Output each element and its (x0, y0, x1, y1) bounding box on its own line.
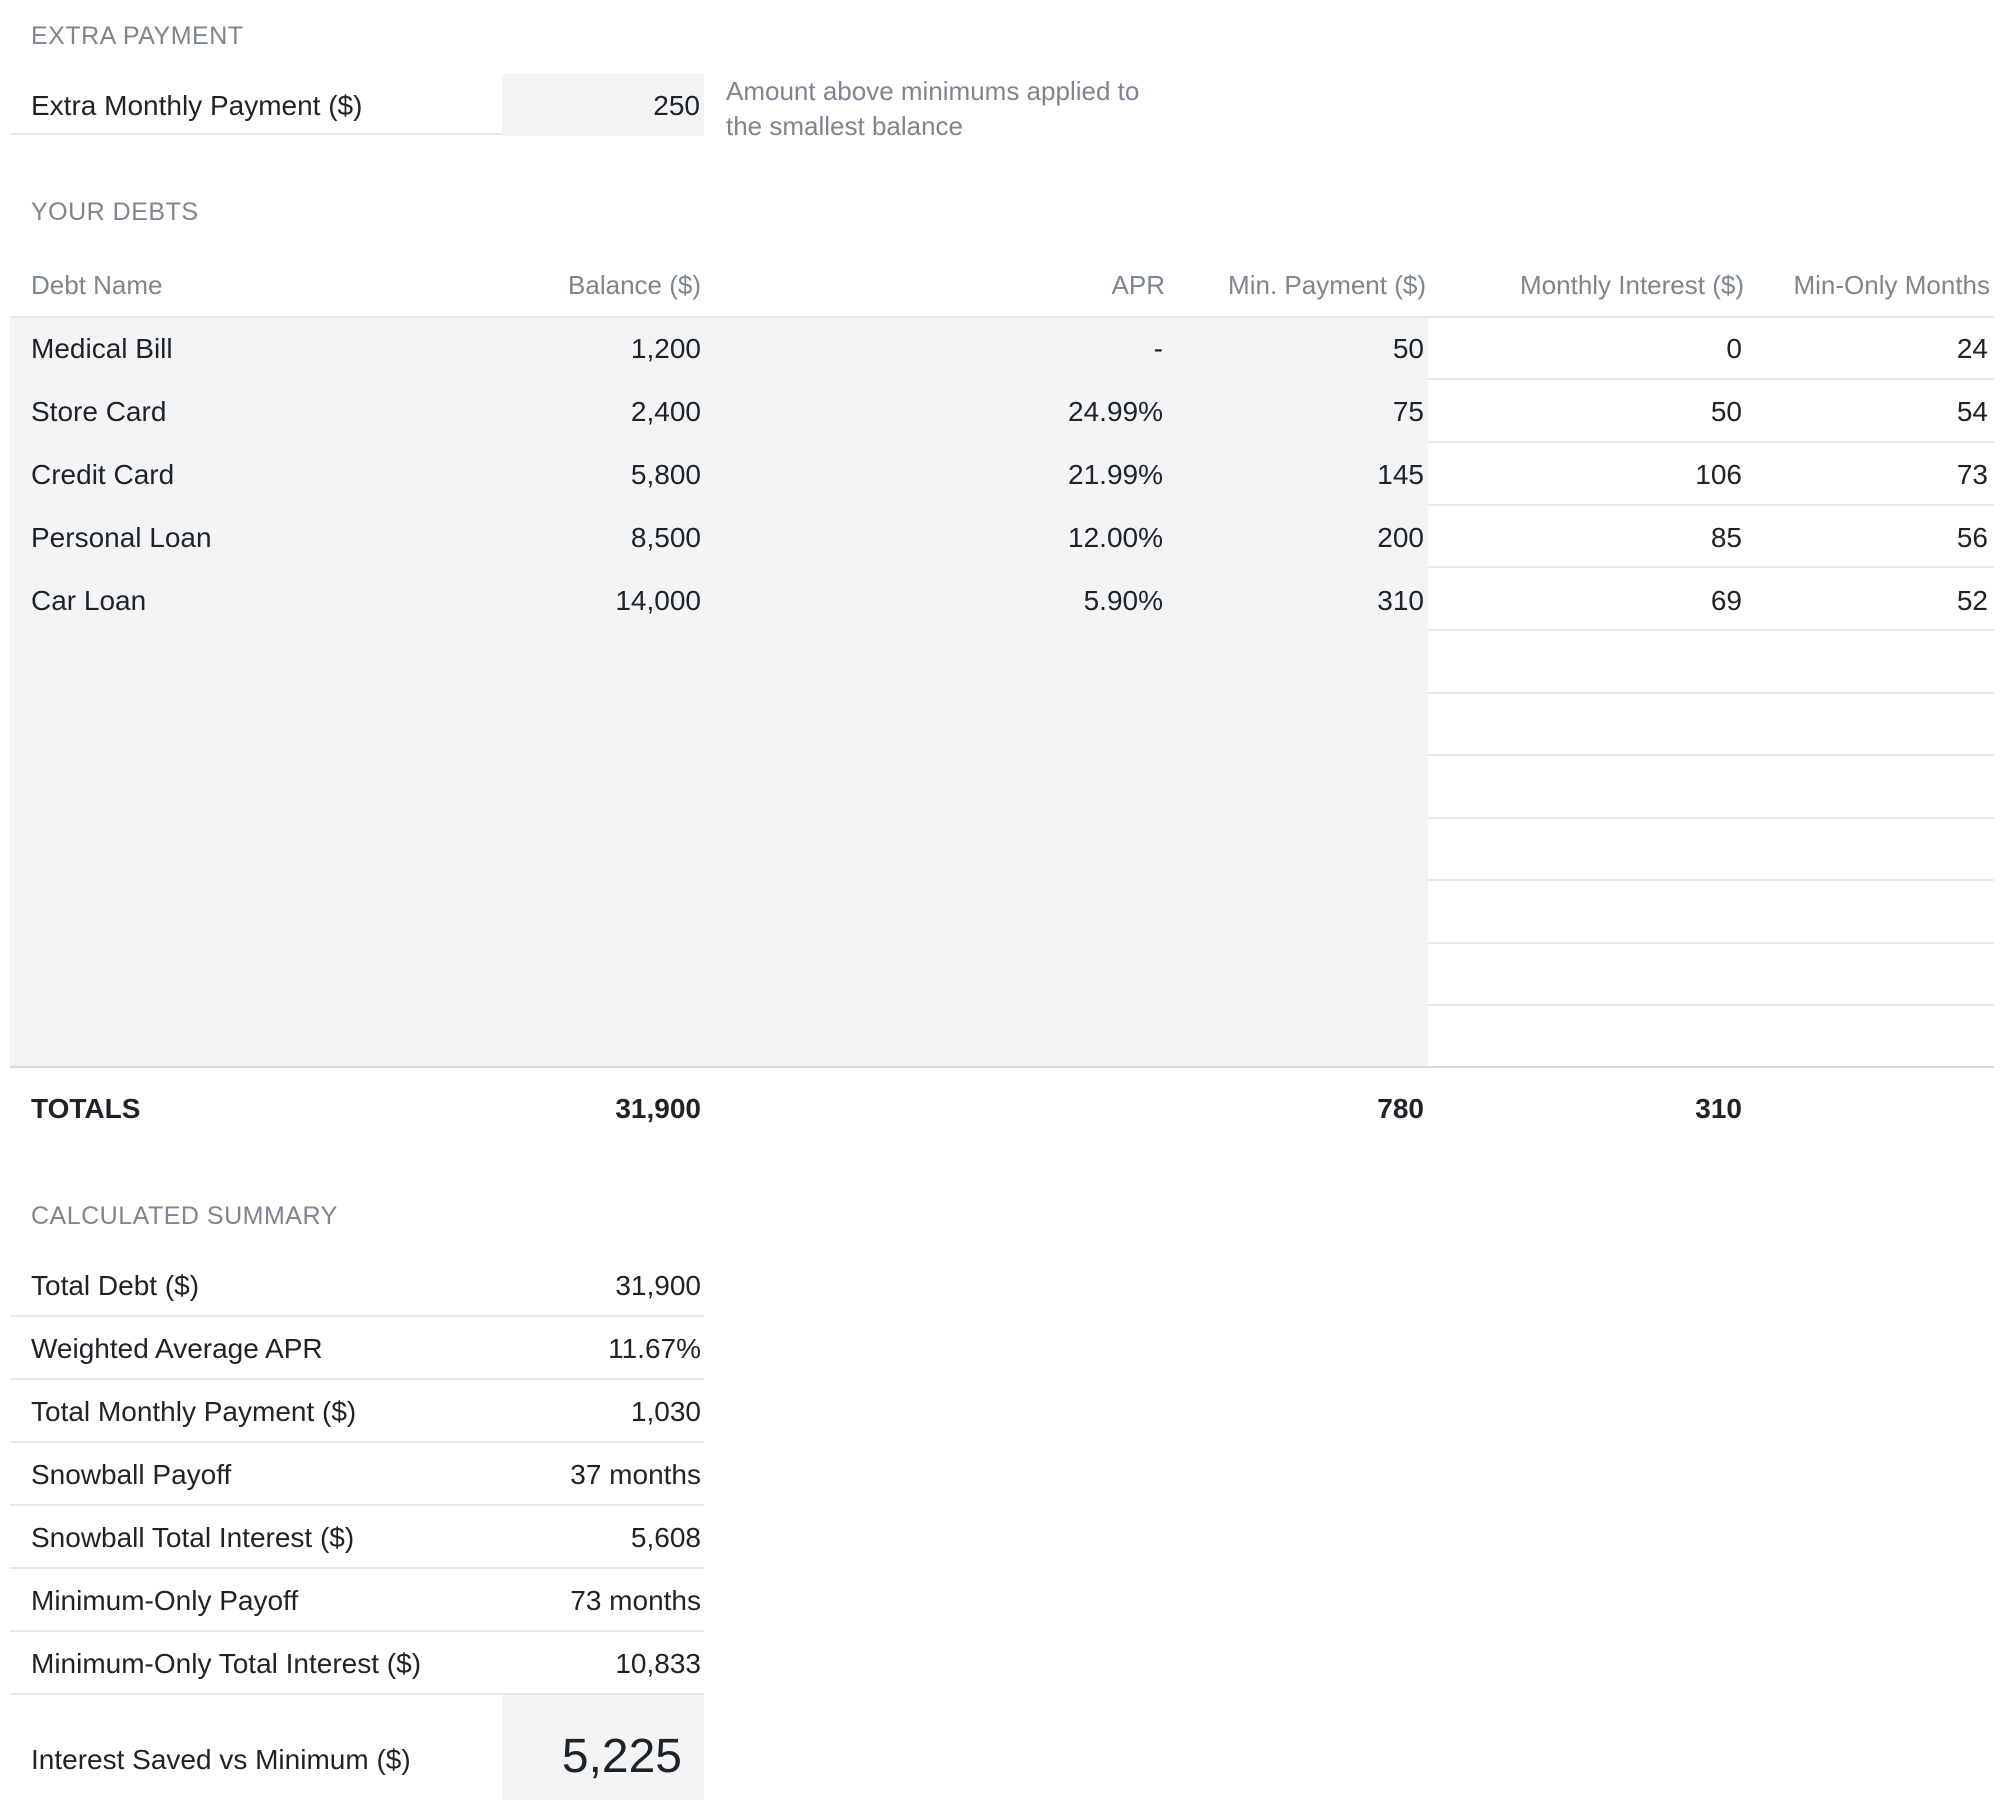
header-min-only-months: Min-Only Months (1793, 270, 1991, 300)
extra-payment-label: Extra Monthly Payment ($) (31, 90, 363, 121)
row-separator (1428, 378, 1994, 380)
debt-name[interactable]: Medical Bill (31, 333, 173, 364)
row-separator (1428, 817, 1994, 819)
debt-name[interactable]: Store Card (31, 396, 167, 427)
summary-value: 1,030 (630, 1396, 701, 1427)
debt-apr[interactable]: 12.00% (1068, 522, 1163, 553)
header-min-payment: Min. Payment ($) (1228, 270, 1426, 300)
summary-divider (10, 1504, 704, 1506)
debt-name[interactable]: Personal Loan (31, 522, 212, 553)
summary-label: Minimum-Only Payoff (31, 1585, 299, 1616)
debt-input-area[interactable] (10, 318, 1428, 1066)
debt-min-payment[interactable]: 50 (1392, 333, 1424, 364)
row-separator (1428, 879, 1994, 881)
summary-label: Snowball Total Interest ($) (31, 1522, 355, 1553)
debt-monthly-interest: 69 (1710, 585, 1742, 616)
interest-saved-value: 5,225 (561, 1730, 682, 1783)
totals-balance: 31,900 (615, 1093, 701, 1124)
interest-saved-box: 5,225 (502, 1695, 704, 1800)
extra-payment-note-line1: Amount above minimums applied to (726, 76, 1140, 106)
row-separator (1428, 754, 1994, 756)
summary-label: Total Monthly Payment ($) (31, 1396, 357, 1427)
debt-name[interactable]: Car Loan (31, 585, 147, 616)
totals-divider (10, 1066, 1994, 1068)
debt-min-payment[interactable]: 200 (1377, 522, 1424, 553)
totals-min-payment: 780 (1377, 1093, 1424, 1124)
debt-min-only-months: 73 (1956, 459, 1988, 490)
header-balance: Balance ($) (568, 270, 701, 300)
debt-min-only-months: 52 (1956, 585, 1988, 616)
row-separator (1428, 1004, 1994, 1006)
row-separator (1428, 566, 1994, 568)
debt-min-only-months: 56 (1956, 522, 1988, 553)
summary-divider (10, 1630, 704, 1632)
row-separator (1428, 441, 1994, 443)
debt-apr[interactable]: 5.90% (1083, 585, 1163, 616)
debt-min-payment[interactable]: 145 (1377, 459, 1424, 490)
debt-monthly-interest: 0 (1726, 333, 1742, 364)
extra-payment-input[interactable]: 250 (502, 74, 704, 136)
debt-balance[interactable]: 5,800 (630, 459, 701, 490)
debt-apr[interactable]: 21.99% (1068, 459, 1163, 490)
debt-balance[interactable]: 2,400 (630, 396, 701, 427)
debt-balance[interactable]: 8,500 (630, 522, 701, 553)
summary-divider (10, 1315, 704, 1317)
summary-label: Weighted Average APR (31, 1333, 323, 1364)
summary-value: 10,833 (615, 1648, 701, 1679)
header-apr: APR (1111, 270, 1165, 300)
extra-payment-value: 250 (653, 90, 700, 121)
summary-label: Minimum-Only Total Interest ($) (31, 1648, 422, 1679)
debt-min-only-months: 24 (1956, 333, 1988, 364)
extra-payment-note-line2: the smallest balance (726, 111, 964, 141)
debt-apr[interactable]: 24.99% (1068, 396, 1163, 427)
summary-value: 11.67% (608, 1333, 701, 1364)
row-separator (1428, 692, 1994, 694)
header-debt-name: Debt Name (31, 270, 163, 300)
summary-label: Total Debt ($) (31, 1270, 200, 1301)
header-monthly-interest: Monthly Interest ($) (1520, 270, 1744, 300)
debt-min-only-months: 54 (1956, 396, 1988, 427)
row-separator (1428, 942, 1994, 944)
row-separator (1428, 629, 1994, 631)
debt-monthly-interest: 85 (1710, 522, 1742, 553)
debt-balance[interactable]: 1,200 (630, 333, 701, 364)
extra-payment-divider (10, 133, 502, 135)
debt-balance[interactable]: 14,000 (615, 585, 701, 616)
debts-section-title: YOUR DEBTS (31, 198, 199, 226)
debt-name[interactable]: Credit Card (31, 459, 175, 490)
debt-monthly-interest: 106 (1695, 459, 1742, 490)
debt-min-payment[interactable]: 310 (1377, 585, 1424, 616)
summary-divider (10, 1441, 704, 1443)
summary-section-title: CALCULATED SUMMARY (31, 1202, 338, 1230)
extra-payment-section-title: EXTRA PAYMENT (31, 22, 244, 50)
debt-monthly-interest: 50 (1710, 396, 1742, 427)
summary-value: 5,608 (630, 1522, 701, 1553)
extra-payment-note: Amount above minimums applied to the sma… (726, 74, 1139, 144)
summary-value: 37 months (570, 1459, 701, 1490)
debt-min-payment[interactable]: 75 (1392, 396, 1424, 427)
debt-apr[interactable]: - (1153, 333, 1163, 364)
summary-label: Snowball Payoff (31, 1459, 232, 1490)
summary-value: 73 months (570, 1585, 701, 1616)
totals-monthly-interest: 310 (1695, 1093, 1742, 1124)
summary-value: 31,900 (615, 1270, 701, 1301)
summary-divider (10, 1567, 704, 1569)
interest-saved-label: Interest Saved vs Minimum ($) (31, 1744, 411, 1775)
summary-divider (10, 1693, 704, 1695)
row-separator (1428, 504, 1994, 506)
totals-label: TOTALS (31, 1093, 141, 1124)
header-divider (10, 316, 1994, 318)
summary-divider (10, 1378, 704, 1380)
